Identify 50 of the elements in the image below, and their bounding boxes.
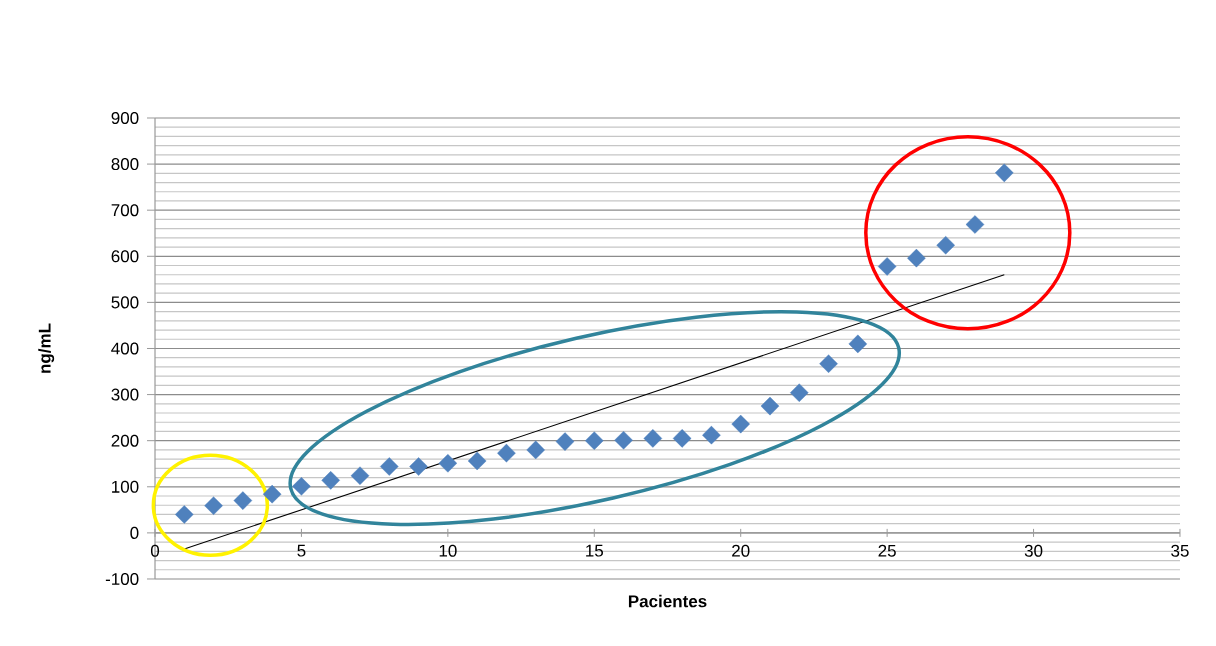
point <box>175 505 194 524</box>
y-tick-label: 900 <box>111 111 139 125</box>
x-tick-label: 5 <box>297 544 306 557</box>
point <box>233 491 253 510</box>
point <box>848 334 868 354</box>
y-tick-label: 400 <box>111 342 139 355</box>
point <box>497 443 516 463</box>
point <box>204 496 223 515</box>
point <box>380 457 399 476</box>
y-tick-label: 200 <box>111 434 139 447</box>
point <box>995 163 1014 183</box>
point <box>643 429 663 448</box>
x-tick-label: 35 <box>1171 544 1189 557</box>
point <box>321 471 340 490</box>
point <box>409 457 428 476</box>
point <box>760 396 780 416</box>
point <box>614 430 633 450</box>
y-tick-label: 300 <box>111 388 139 401</box>
y-tick-label: 100 <box>112 480 139 493</box>
x-axis-title: Pacientes <box>628 594 707 608</box>
x-tick-label: 15 <box>586 544 604 557</box>
point <box>555 432 575 451</box>
point <box>907 248 926 268</box>
y-tick-label: -100 <box>105 572 139 586</box>
x-tick-label: 25 <box>878 544 896 557</box>
point <box>262 484 282 504</box>
point <box>731 414 750 434</box>
point <box>526 440 545 460</box>
x-tick-label: 10 <box>439 544 457 557</box>
point <box>936 235 955 255</box>
point <box>702 425 721 445</box>
y-tick-label: 500 <box>111 296 139 309</box>
y-tick-label: 600 <box>111 250 139 263</box>
point <box>292 477 311 496</box>
y-axis-title: ng/mL <box>38 323 55 373</box>
point <box>585 431 604 450</box>
point <box>350 466 370 485</box>
point <box>877 257 897 276</box>
x-tick-label: 20 <box>732 544 750 557</box>
y-tick-label: 800 <box>111 158 139 171</box>
x-tick-label: 30 <box>1024 544 1043 557</box>
x-tick-label: 0 <box>150 544 160 557</box>
y-tick-label: 700 <box>111 204 139 217</box>
point <box>819 354 838 373</box>
point <box>672 429 692 448</box>
y-tick-label: 0 <box>130 526 139 539</box>
point <box>438 454 458 473</box>
point <box>790 383 809 402</box>
point <box>965 215 985 234</box>
point <box>467 451 487 471</box>
